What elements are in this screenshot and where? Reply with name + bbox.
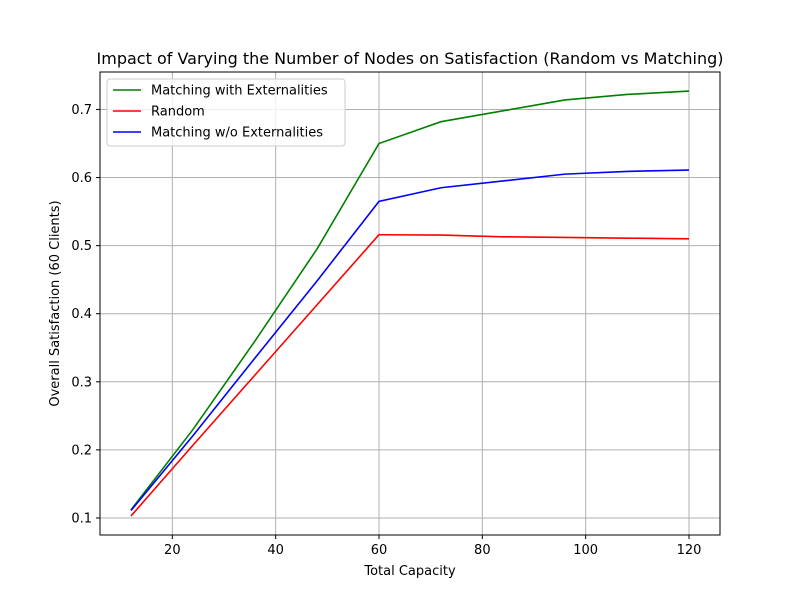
- x-axis: 20 40 60 80 100 120: [164, 535, 701, 558]
- x-tick-label: 60: [371, 543, 388, 558]
- chart-title: Impact of Varying the Number of Nodes on…: [97, 49, 724, 68]
- y-tick-label: 0.3: [71, 375, 92, 390]
- y-tick-label: 0.2: [71, 443, 92, 458]
- series-line-2: [130, 169, 690, 512]
- grid: [100, 72, 720, 535]
- legend-label-2: Matching w/o Externalities: [151, 126, 323, 141]
- legend-label-1: Random: [151, 105, 205, 120]
- x-axis-label: Total Capacity: [363, 564, 456, 579]
- legend: Matching with Externalities Random Matchin…: [106, 78, 346, 147]
- y-tick-label: 0.4: [71, 307, 92, 322]
- legend-label-0: Matching with Externalities: [151, 84, 328, 99]
- y-tick-label: 0.5: [71, 239, 92, 254]
- series-line-0: [130, 90, 690, 511]
- x-tick-label: 80: [474, 543, 491, 558]
- x-tick-label: 20: [164, 543, 181, 558]
- legend-box: [106, 78, 346, 147]
- x-tick-label: 40: [267, 543, 284, 558]
- series-group: [130, 90, 690, 517]
- x-tick-label: 100: [573, 543, 598, 558]
- plot-frame: [99, 71, 721, 536]
- series-line-1: [130, 233, 690, 517]
- y-tick-label: 0.7: [71, 103, 92, 118]
- y-axis-label: Overall Satisfaction (60 Clients): [48, 200, 63, 406]
- y-axis: 0.1 0.2 0.3 0.4 0.5 0.6 0.7: [71, 103, 100, 526]
- x-tick-label: 120: [677, 543, 702, 558]
- y-tick-label: 0.1: [71, 511, 92, 526]
- y-tick-label: 0.6: [71, 171, 92, 186]
